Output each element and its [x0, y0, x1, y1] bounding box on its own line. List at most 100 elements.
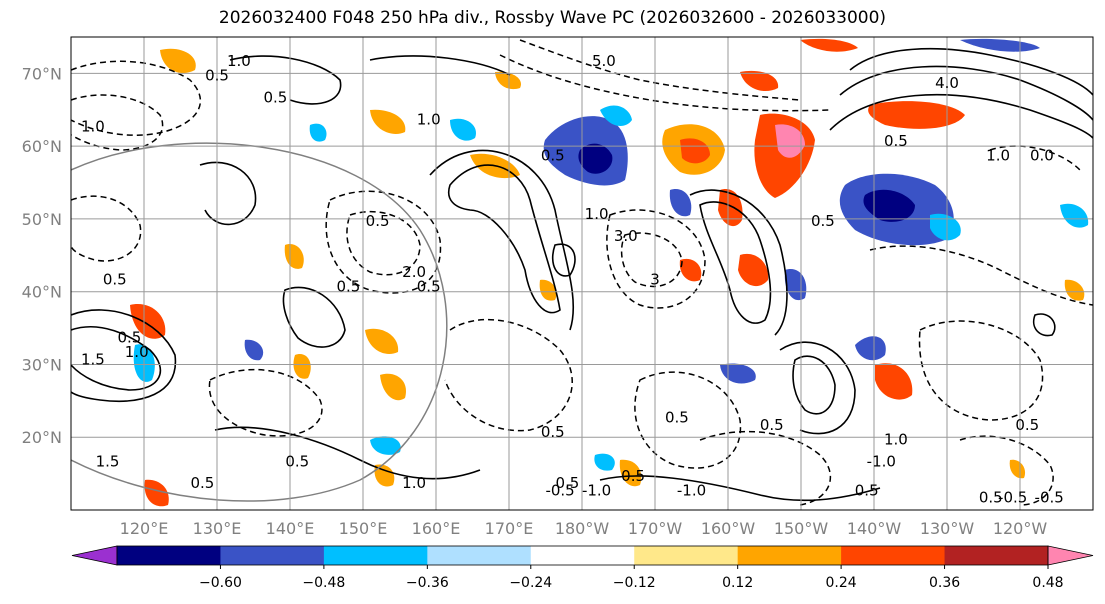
lat-tick-label: 60°N — [22, 137, 62, 156]
contour-dashed — [208, 368, 323, 437]
dashed-contours — [71, 39, 1093, 506]
map-gridlines — [71, 37, 1093, 510]
contour-label: 0.5 — [760, 416, 784, 434]
contour-solid — [551, 243, 576, 277]
contour-label: -0.5 — [998, 489, 1027, 507]
contour-solid — [792, 355, 836, 415]
contour-label: -1.0 — [867, 452, 896, 470]
contour-dashed — [71, 94, 164, 151]
colorbar-extend-min — [71, 545, 118, 566]
shade-negative — [1060, 203, 1089, 228]
lon-tick-label: 130°E — [193, 519, 242, 538]
colorbar: −0.60 −0.48 −0.36 −0.24 −0.12 0.12 0.24 0.36 0.4… — [71, 545, 1094, 591]
contour-label: 3 — [650, 270, 660, 288]
contour-dashed — [519, 39, 801, 101]
contour-label: 5.0 — [592, 52, 616, 70]
contour-label: 0.5 — [285, 452, 309, 470]
lat-tick-label: 20°N — [22, 428, 62, 447]
colorbar-segment — [634, 546, 739, 565]
shade-positive — [868, 101, 965, 129]
contour-solid — [599, 475, 881, 502]
contour-label: 2.0 — [402, 263, 426, 281]
contour-label: 0.5 — [205, 67, 229, 85]
colorbar-segment — [841, 546, 946, 565]
contour-solid — [214, 426, 481, 480]
contour-solid — [71, 309, 177, 402]
contour-solid — [849, 47, 1093, 96]
contour-label: 0.5 — [665, 409, 689, 427]
contour-solid — [369, 55, 511, 76]
contour-dashed — [71, 60, 201, 136]
shade-positive — [718, 189, 743, 227]
contour-dashed — [444, 318, 573, 432]
contour-label: 1.0 — [81, 118, 105, 136]
shade-positive — [380, 373, 406, 401]
lon-tick-label: 150°W — [774, 519, 829, 538]
shade-positive-core — [680, 138, 710, 164]
colorbar-tick-label: 0.12 — [722, 575, 753, 591]
shade-negative — [594, 453, 615, 471]
contour-label: 0.5 — [555, 474, 579, 492]
contour-label: 0.5 — [263, 88, 287, 106]
shade-positive — [1064, 279, 1085, 301]
contour-dashed — [499, 54, 831, 112]
shade-negative — [855, 336, 886, 361]
contour-label: 1.0 — [585, 205, 609, 223]
contour-label: -0.5 — [545, 481, 574, 499]
colorbar-segment — [323, 546, 428, 565]
shade-negative — [370, 436, 401, 455]
colorbar-segment — [530, 546, 635, 565]
lon-tick-label: 170°E — [485, 519, 534, 538]
projection-circle — [71, 142, 448, 502]
contour-solid — [71, 326, 162, 391]
contour-solid — [839, 65, 1093, 121]
contour-dashed — [869, 245, 1093, 306]
lat-tick-label: 70°N — [22, 64, 62, 83]
lon-tick-label: 150°E — [339, 519, 388, 538]
contour-label: 0.5 — [884, 132, 908, 150]
lon-tick-label: 180°W — [555, 519, 610, 538]
contour-solid — [699, 201, 772, 324]
shade-positive — [619, 459, 642, 487]
lon-tick-label: 140°E — [266, 519, 315, 538]
shade-negative — [244, 339, 264, 361]
shade-positive — [160, 48, 196, 74]
latitude-labels: 70°N 60°N 50°N 40°N 30°N 20°N — [22, 64, 62, 447]
colorbar-tick-label: −0.24 — [509, 575, 552, 591]
contour-label: -1.0 — [677, 481, 706, 499]
shade-positive — [875, 363, 913, 400]
contour-labels: 1.00.55.01.00.51.00.54.00.51.0 0.00.50.52… — [81, 52, 1064, 507]
colorbar-frame — [116, 545, 1049, 566]
contour-label: 1.5 — [96, 452, 120, 470]
contour-label: 0.5 — [190, 474, 214, 492]
colorbar-segment — [737, 546, 842, 565]
contour-label: 0.5 — [1015, 416, 1039, 434]
contour-dashed — [606, 209, 706, 309]
lon-tick-label: 120°E — [120, 519, 169, 538]
contour-label: 0.5 — [979, 489, 1003, 507]
contour-dashed — [71, 195, 142, 262]
contour-solid — [199, 161, 257, 226]
shade-positive — [365, 328, 399, 354]
contour-label: 0.5 — [117, 329, 141, 347]
contour-dashed — [989, 145, 1081, 171]
map-panel: 1.00.55.01.00.51.00.54.00.51.0 0.00.50.52… — [71, 37, 1093, 510]
contour-dashed — [325, 190, 442, 294]
contour-solid — [689, 189, 788, 336]
divergence-shading — [130, 38, 1089, 507]
shade-positive — [1009, 459, 1026, 479]
contour-label: 1.0 — [227, 52, 251, 70]
contour-label: 4.0 — [935, 74, 959, 92]
contour-label: 0.5 — [417, 278, 441, 296]
plot-title: 2026032400 F048 250 hPa div., Rossby Wav… — [218, 8, 887, 28]
lat-tick-label: 30°N — [22, 355, 62, 374]
shade-negative — [669, 189, 692, 217]
shade-positive — [495, 71, 521, 90]
colorbar-extend-max — [1047, 545, 1094, 566]
contour-solid — [1033, 313, 1056, 337]
contour-solid — [448, 164, 561, 314]
contour-label: 0.5 — [855, 481, 879, 499]
contour-dashed — [918, 320, 1044, 421]
longitude-labels: 120°E 130°E 140°E 150°E 160°E 170°E 180°W 170°W… — [120, 519, 1048, 538]
colorbar-segment — [427, 546, 532, 565]
